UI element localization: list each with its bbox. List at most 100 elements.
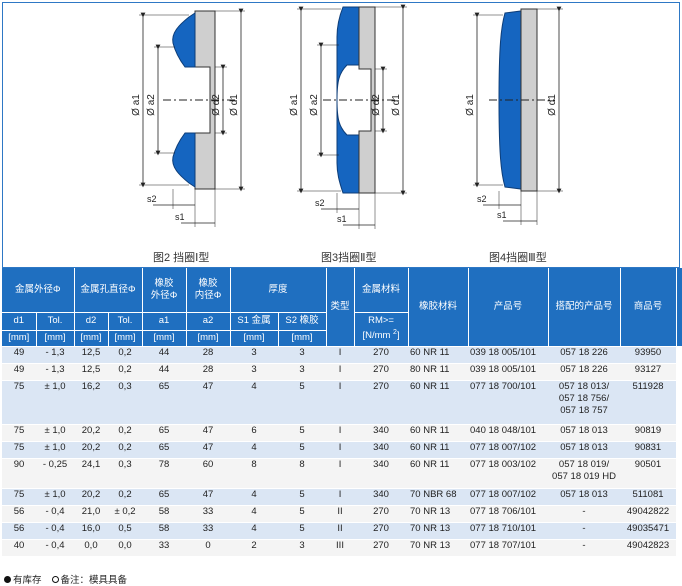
cell-type: II [326, 522, 355, 540]
cell-d2: 20,2 [74, 488, 108, 506]
cell-matching: 057 18 013/057 18 756/057 18 757 [548, 380, 621, 425]
cell-rubber: 70 NR 13 [408, 539, 469, 557]
header-d1: d1 [2, 312, 37, 331]
header-product-no: 产品号 [468, 268, 549, 347]
figure-3-drawing: Ø a1 Ø d1 s2 s1 [465, 6, 563, 225]
filled-circle-icon [4, 575, 11, 583]
cell-s2: 5 [278, 441, 327, 459]
cell-matching: 057 18 019/057 18 019 HD [548, 458, 621, 489]
cell-d2: 12,5 [74, 346, 108, 364]
header-stock [676, 268, 682, 347]
cell-stock [676, 458, 682, 489]
cell-d1: 49 [2, 363, 36, 381]
cell-a2: 47 [186, 488, 230, 506]
cell-product: 077 18 710/101 [468, 522, 549, 540]
unit-tol2: [mm] [108, 330, 143, 347]
cell-s2: 8 [278, 458, 327, 489]
figure-2-drawing: Ø a1 Ø a2 Ø d2 Ø d1 s2 s1 [289, 4, 407, 229]
unit-s2: [mm] [278, 330, 327, 347]
header-d2: d2 [74, 312, 109, 331]
unit-tol1: [mm] [36, 330, 75, 347]
cell-d1: 56 [2, 505, 36, 523]
cell-type: I [326, 346, 355, 364]
seal-drawings: Ø a1 Ø a2 Ø d2 Ø d1 s2 s1 [131, 4, 563, 229]
cell-tol1: ± 1,0 [36, 380, 74, 425]
cell-tol2: 0,5 [108, 522, 142, 540]
legend-note: 备注：模具具备 [51, 572, 127, 586]
cell-item: 49042822 [620, 505, 677, 523]
cell-type: III [326, 539, 355, 557]
cell-stock [676, 363, 682, 381]
open-circle-icon [51, 575, 59, 583]
cell-product: 040 18 048/101 [468, 424, 549, 442]
cell-rubber: 60 NR 11 [408, 346, 469, 364]
legend-in-stock: 有库存 [4, 572, 42, 586]
cell-tol1: - 0,25 [36, 458, 74, 489]
label-a2: Ø a2 [146, 94, 157, 116]
label-a2: Ø a2 [309, 94, 320, 116]
cell-stock [676, 424, 682, 442]
cell-a2: 28 [186, 346, 230, 364]
cell-s1: 4 [230, 488, 278, 506]
cell-d1: 75 [2, 488, 36, 506]
table-row: 40- 0,4 0,0 0,0 33 0 2 3 III 270 70 NR 13 077 18 7… [2, 539, 682, 557]
cell-tol2: 0,3 [108, 458, 142, 489]
cell-rubber: 60 NR 11 [408, 441, 469, 459]
label-d1: Ø d1 [391, 94, 402, 116]
cell-a1: 33 [142, 539, 186, 557]
cell-d1: 75 [2, 380, 36, 425]
cell-d2: 20,2 [74, 441, 108, 459]
cell-rubber: 70 NBR 68 [408, 488, 469, 506]
cell-a1: 44 [142, 346, 186, 364]
cell-s2: 3 [278, 346, 327, 364]
cell-item: 511081 [620, 488, 677, 506]
header-type: 类型 [326, 268, 355, 347]
cell-tol2: 0,2 [108, 424, 142, 442]
rubber-body [336, 6, 360, 194]
figure-2-caption: 图3挡圈Ⅱ型 [321, 252, 377, 264]
table-row: 75 ± 1,0 20,2 0,2 65 47 6 5 I 340 60 NR 11 040 18 0… [2, 424, 682, 442]
cell-a2: 47 [186, 424, 230, 442]
cell-d2: 21,0 [74, 505, 108, 523]
cell-product: 077 18 003/102 [468, 458, 549, 489]
header-metal-od: 金属外径Φ [2, 268, 75, 313]
cell-tol2: 0,2 [108, 363, 142, 381]
cell-a2: 47 [186, 441, 230, 459]
cell-tol2: ± 0,2 [108, 505, 142, 523]
cell-type: I [326, 380, 355, 425]
label-s1: s1 [337, 214, 347, 224]
cell-matching: 057 18 013 [548, 441, 621, 459]
unit-d1: [mm] [2, 330, 37, 347]
cell-product: 077 18 706/101 [468, 505, 549, 523]
cell-d1: 40 [2, 539, 36, 557]
cell-s2: 5 [278, 488, 327, 506]
cell-matching: 057 18 226 [548, 363, 621, 381]
cell-a1: 44 [142, 363, 186, 381]
cell-rm: 270 [354, 380, 409, 425]
cell-type: I [326, 363, 355, 381]
header-rubber-material: 橡胶材料 [408, 268, 469, 347]
cell-item: 90819 [620, 424, 677, 442]
cell-item: 511928 [620, 380, 677, 425]
header-item-no: 商品号 [620, 268, 677, 347]
cell-d2: 12,5 [74, 363, 108, 381]
cell-s1: 8 [230, 458, 278, 489]
cell-d2: 20,2 [74, 424, 108, 442]
cell-rm: 270 [354, 522, 409, 540]
cell-stock [676, 441, 682, 459]
label-a1: Ø a1 [289, 94, 300, 116]
cell-rm: 340 [354, 441, 409, 459]
cell-tol2: 0,0 [108, 539, 142, 557]
cell-s1: 2 [230, 539, 278, 557]
cell-d2: 24,1 [74, 458, 108, 489]
rubber-bottom [172, 132, 196, 188]
cell-stock [676, 505, 682, 523]
header-a1: a1 [142, 312, 187, 331]
cell-stock [676, 346, 682, 364]
cell-tol2: 0,3 [108, 380, 142, 425]
cell-a1: 58 [142, 522, 186, 540]
figure-area: Ø a1 Ø a2 Ø d2 Ø d1 s2 s1 [2, 2, 680, 268]
cell-type: I [326, 488, 355, 506]
header-s1: S1 金属 [230, 312, 279, 331]
cell-tol1: - 0,4 [36, 522, 74, 540]
